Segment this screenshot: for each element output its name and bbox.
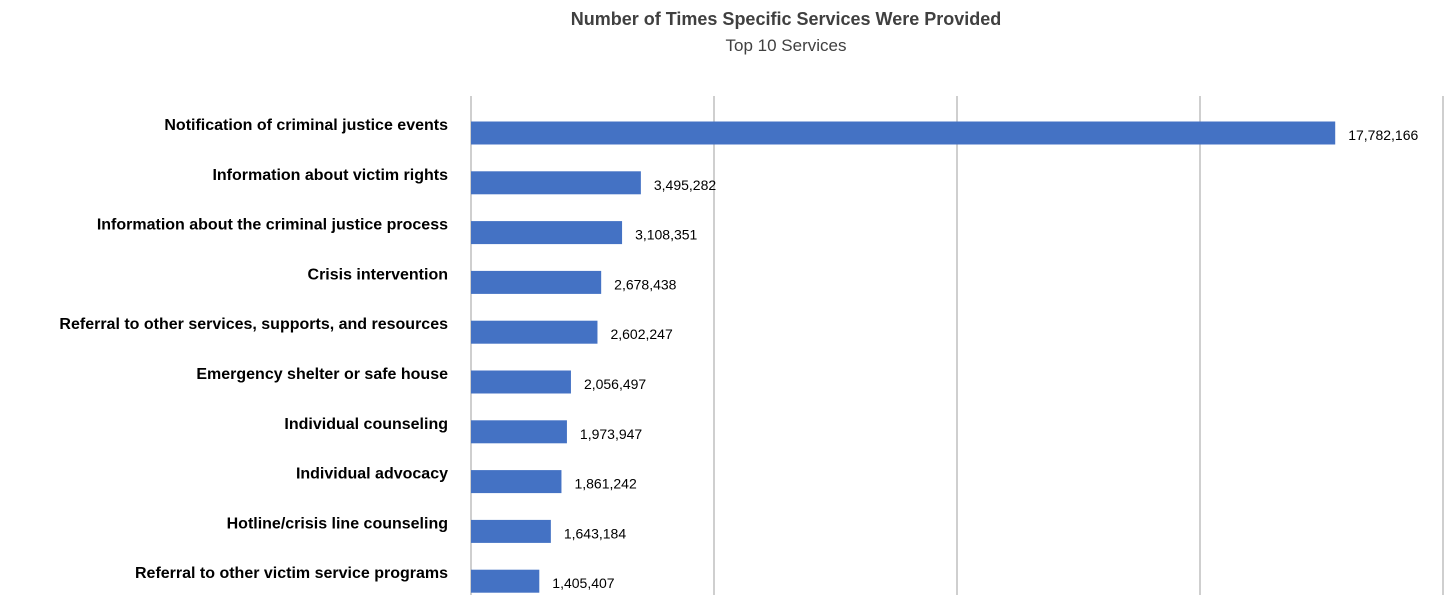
category-label: Referral to other victim service program… <box>135 565 448 582</box>
category-labels: Notification of criminal justice events I… <box>59 117 448 582</box>
value-label: 1,973,947 <box>580 426 642 442</box>
bar <box>471 221 623 245</box>
category-label: Individual advocacy <box>296 466 448 483</box>
bar <box>471 420 567 444</box>
value-label: 2,056,497 <box>584 376 646 392</box>
category-label: Referral to other services, supports, an… <box>59 316 448 333</box>
bar <box>471 370 571 394</box>
value-label: 1,643,184 <box>564 525 626 541</box>
bar <box>471 519 551 543</box>
chart-title: Number of Times Specific Services Were P… <box>571 9 1002 29</box>
gridlines <box>470 96 1444 595</box>
category-label: Emergency shelter or safe house <box>196 366 448 383</box>
category-label: Individual counseling <box>284 416 448 433</box>
bar <box>471 320 598 344</box>
value-label: 2,678,438 <box>614 276 676 292</box>
chart-subtitle: Top 10 Services <box>726 36 847 55</box>
value-label: 3,495,282 <box>654 177 716 193</box>
category-label: Information about victim rights <box>212 167 448 184</box>
category-label: Information about the criminal justice p… <box>97 217 448 234</box>
bar <box>471 470 562 494</box>
category-label: Hotline/crisis line counseling <box>227 515 448 532</box>
value-label: 17,782,166 <box>1348 127 1418 143</box>
value-label: 3,108,351 <box>635 227 697 243</box>
value-label: 1,405,407 <box>552 575 614 591</box>
category-label: Notification of criminal justice events <box>164 117 448 134</box>
value-label: 2,602,247 <box>610 326 672 342</box>
bars <box>471 121 1336 593</box>
value-labels: 17,782,166 3,495,282 3,108,351 2,678,438 2,6… <box>552 127 1418 591</box>
bar <box>471 121 1336 145</box>
value-label: 1,861,242 <box>574 476 636 492</box>
category-label: Crisis intervention <box>308 266 448 283</box>
bar <box>471 569 540 593</box>
bar <box>471 171 641 195</box>
bar <box>471 270 602 294</box>
